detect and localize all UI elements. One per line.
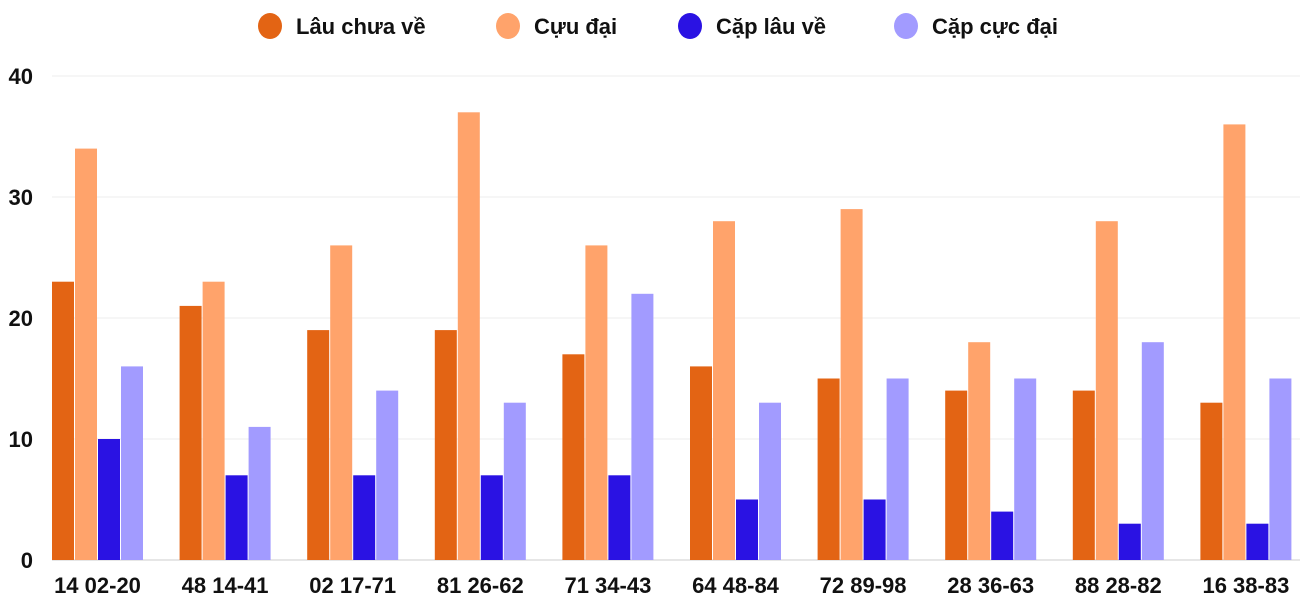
x-tick-label: 16 38-83 [1202, 573, 1289, 598]
legend-swatch [496, 13, 520, 39]
legend-swatch [678, 13, 702, 39]
x-tick-label: 71 34-43 [564, 573, 651, 598]
legend-label: Lâu chưa về [296, 14, 426, 39]
bar [330, 245, 353, 560]
x-tick-label: 48 14-41 [182, 573, 269, 598]
bar [52, 281, 74, 560]
bar [1095, 221, 1118, 560]
x-tick-label: 88 28-82 [1075, 573, 1162, 598]
x-tick-label: 28 36-63 [947, 573, 1034, 598]
bar [690, 366, 712, 560]
bar [121, 366, 143, 560]
bar [1200, 402, 1223, 560]
legend-label: Cựu đại [534, 14, 617, 39]
bar [886, 378, 909, 560]
x-tick-label: 64 48-84 [692, 573, 780, 598]
bar [248, 426, 271, 560]
bar [1246, 523, 1269, 560]
bar [759, 402, 781, 560]
bar [225, 475, 248, 560]
bar [307, 330, 330, 560]
legend: Lâu chưa về Cựu đại Cặp lâu về Cặp cực đại [258, 13, 1058, 39]
bar [713, 221, 735, 560]
x-tick-label: 02 17-71 [309, 573, 396, 598]
bar [457, 112, 480, 561]
x-tick-label: 81 26-62 [437, 573, 524, 598]
bar [608, 475, 631, 560]
legend-swatch [258, 13, 282, 39]
bar [202, 281, 225, 560]
y-axis: 0 10 20 30 40 [9, 64, 33, 573]
bar [840, 209, 863, 560]
bar [1014, 378, 1037, 560]
bar [736, 499, 758, 560]
y-tick-label: 0 [21, 548, 33, 573]
legend-label: Cặp cực đại [932, 14, 1058, 39]
bar [631, 293, 654, 560]
y-tick-label: 40 [9, 64, 33, 89]
x-tick-label: 14 02-20 [54, 573, 141, 598]
bar [585, 245, 608, 560]
bar [98, 439, 120, 560]
bar [968, 342, 991, 560]
y-tick-label: 20 [9, 306, 33, 331]
bar [562, 354, 585, 560]
y-tick-label: 30 [9, 185, 33, 210]
bar [376, 390, 399, 560]
legend-swatch [894, 13, 918, 39]
bar [863, 499, 886, 560]
y-tick-label: 10 [9, 427, 33, 452]
bar [179, 305, 202, 560]
bar [991, 511, 1014, 560]
bar [1072, 390, 1095, 560]
bar [503, 402, 526, 560]
bar [353, 475, 376, 560]
bar [945, 390, 968, 560]
bar [75, 148, 97, 560]
bar [480, 475, 503, 560]
x-tick-label: 72 89-98 [820, 573, 907, 598]
x-axis: 14 02-20 48 14-41 02 17-71 81 26-62 71 34-43… [54, 573, 1289, 598]
bar [817, 378, 840, 560]
legend-label: Cặp lâu về [716, 14, 826, 39]
bar [434, 330, 457, 560]
bar [1141, 342, 1164, 560]
bars [52, 112, 1292, 561]
bar [1118, 523, 1141, 560]
bar [1223, 124, 1246, 561]
bar [1269, 378, 1292, 560]
